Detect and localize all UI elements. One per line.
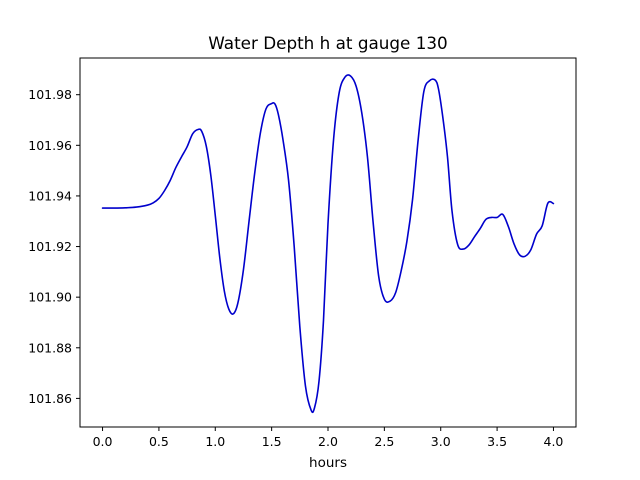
x-tick-label: 3.0 [431, 434, 451, 449]
y-tick-label: 101.96 [28, 138, 72, 153]
x-axis-label: hours [309, 455, 347, 471]
x-tick-label: 2.5 [374, 434, 394, 449]
x-tick-label: 2.0 [318, 434, 338, 449]
y-tick-label: 101.98 [28, 87, 72, 102]
series-line-water-depth [101, 74, 555, 414]
x-tick-label: 0.0 [93, 434, 113, 449]
x-axis: 0.0 0.5 1.0 1.5 2.0 2.5 3.0 3.5 4.0 [93, 427, 564, 449]
x-tick-label: 0.5 [149, 434, 169, 449]
y-tick-label: 101.90 [28, 290, 72, 305]
plot-area [101, 74, 555, 414]
y-tick-label: 101.88 [28, 340, 72, 355]
y-axis: 101.86 101.88 101.90 101.92 101.94 101.96 101.… [28, 87, 80, 406]
x-tick-label: 1.5 [262, 434, 282, 449]
y-tick-label: 101.92 [28, 239, 72, 254]
x-tick-label: 3.5 [487, 434, 507, 449]
x-tick-label: 4.0 [544, 434, 564, 449]
x-tick-label: 1.0 [205, 434, 225, 449]
y-tick-label: 101.86 [28, 391, 72, 406]
axes-frame [79, 57, 577, 428]
chart-title: Water Depth h at gauge 130 [208, 33, 447, 53]
y-tick-label: 101.94 [28, 188, 72, 203]
